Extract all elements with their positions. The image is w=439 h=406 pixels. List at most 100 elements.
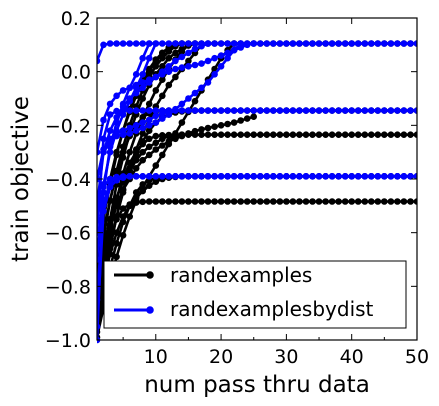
legend-marker-randexamples xyxy=(146,271,154,279)
data-point xyxy=(126,159,133,167)
data-point xyxy=(126,202,133,210)
data-point xyxy=(178,198,186,205)
data-point xyxy=(309,40,316,47)
data-point xyxy=(263,40,271,47)
data-point xyxy=(387,173,395,180)
data-point xyxy=(335,198,342,205)
data-point xyxy=(387,198,395,205)
data-point xyxy=(394,107,401,114)
data-point xyxy=(394,131,401,138)
data-point xyxy=(145,54,153,62)
data-point xyxy=(413,40,417,47)
data-point xyxy=(119,87,127,94)
data-point xyxy=(413,198,417,205)
data-point xyxy=(119,189,127,196)
data-point xyxy=(113,240,120,247)
data-point xyxy=(322,40,329,47)
data-point xyxy=(328,198,336,205)
data-point xyxy=(381,131,388,138)
data-point xyxy=(263,131,271,138)
data-point xyxy=(413,131,417,138)
x-axis-label: num pass thru data xyxy=(144,372,370,398)
data-point xyxy=(243,173,251,180)
data-point xyxy=(407,131,414,138)
data-point xyxy=(165,131,173,139)
data-point xyxy=(145,107,153,114)
data-point xyxy=(322,173,329,180)
data-point xyxy=(198,60,205,67)
data-point xyxy=(381,173,388,180)
data-point xyxy=(198,126,205,133)
data-point xyxy=(139,198,146,206)
data-point xyxy=(270,173,277,180)
data-point xyxy=(185,57,192,65)
data-point xyxy=(152,173,160,180)
data-point xyxy=(191,198,199,205)
data-point xyxy=(152,40,160,47)
data-point xyxy=(315,173,323,180)
data-point xyxy=(204,173,212,180)
data-point xyxy=(119,111,127,118)
y-tick-label: −1.0 xyxy=(45,330,91,352)
data-point xyxy=(368,40,375,47)
y-tick-label: −0.4 xyxy=(45,169,91,191)
data-point xyxy=(139,173,146,180)
data-point xyxy=(413,173,417,180)
data-point xyxy=(132,107,140,114)
data-point xyxy=(217,122,225,129)
data-point xyxy=(368,131,375,138)
data-point xyxy=(230,119,238,126)
data-point xyxy=(204,40,212,47)
data-point xyxy=(132,189,140,196)
data-point xyxy=(139,148,146,156)
series-randexamplesbydist xyxy=(97,40,417,344)
data-point xyxy=(172,57,179,65)
data-point xyxy=(224,131,231,138)
y-tick-label: −0.8 xyxy=(45,276,91,298)
y-axis-label: train objective xyxy=(8,96,34,262)
data-point xyxy=(224,198,231,205)
data-point xyxy=(106,100,114,108)
data-point xyxy=(132,127,140,134)
data-point xyxy=(296,131,303,138)
data-point xyxy=(185,130,192,137)
data-point xyxy=(191,61,199,69)
data-point xyxy=(296,198,303,205)
data-point xyxy=(283,40,290,47)
data-point xyxy=(159,49,166,57)
data-point xyxy=(145,198,153,205)
data-point xyxy=(165,173,173,180)
data-point xyxy=(289,40,297,47)
data-point xyxy=(361,173,369,180)
data-point xyxy=(198,198,205,205)
data-point xyxy=(211,173,218,180)
data-point xyxy=(270,198,277,205)
data-point xyxy=(185,49,192,57)
data-point xyxy=(270,131,277,138)
data-point xyxy=(276,107,284,114)
data-point xyxy=(106,127,114,134)
data-point xyxy=(191,89,199,97)
data-point xyxy=(178,40,186,47)
data-point xyxy=(230,198,238,205)
legend-label-randexamples: randexamples xyxy=(170,263,312,287)
data-point xyxy=(204,79,212,86)
data-point xyxy=(198,173,205,180)
data-point xyxy=(217,198,225,205)
data-point xyxy=(400,198,408,205)
data-point xyxy=(191,40,199,47)
data-point xyxy=(243,131,251,138)
data-point xyxy=(178,53,186,61)
data-point xyxy=(159,40,166,47)
data-point xyxy=(250,113,257,120)
data-point xyxy=(413,107,417,114)
data-point xyxy=(381,198,388,205)
y-tick-label: 0.2 xyxy=(61,8,91,30)
data-point xyxy=(204,57,212,65)
data-point xyxy=(126,148,133,156)
data-point xyxy=(204,131,212,138)
data-point xyxy=(178,131,186,138)
data-point xyxy=(132,84,140,92)
data-point xyxy=(159,173,166,180)
